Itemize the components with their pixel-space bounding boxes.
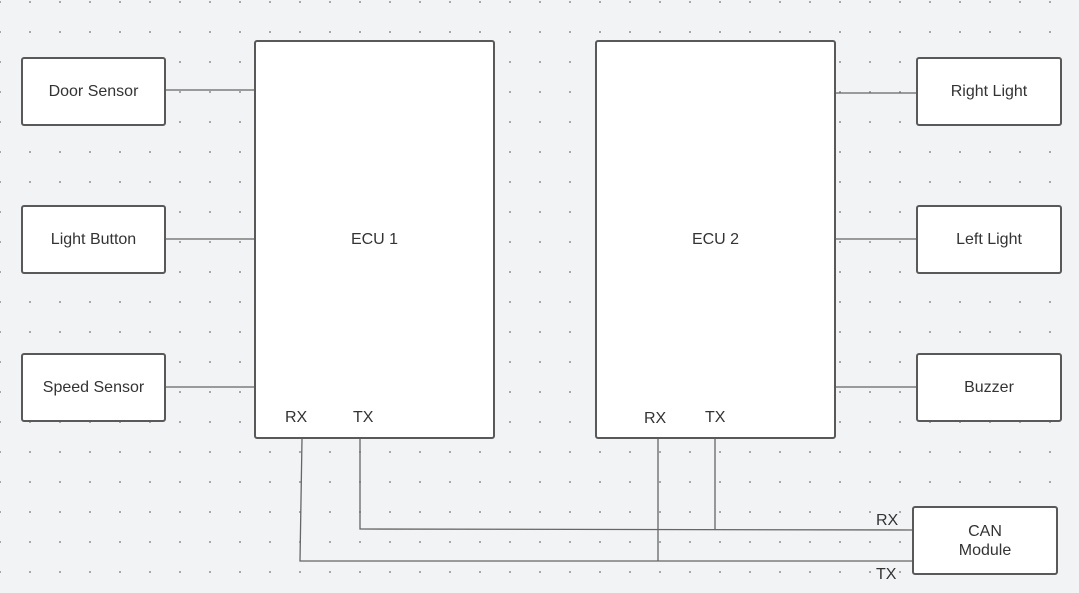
buzzer-box[interactable]: Buzzer xyxy=(916,353,1062,422)
ecu1-rx-label: RX xyxy=(285,409,308,426)
can-module-label: CAN Module xyxy=(958,522,1012,559)
can-module-box[interactable]: CAN Module xyxy=(912,506,1058,575)
buzzer-label: Buzzer xyxy=(964,379,1014,396)
speed-sensor-label: Speed Sensor xyxy=(42,379,145,396)
ecu2-title: ECU 2 xyxy=(691,231,740,248)
left-light-label: Left Light xyxy=(956,231,1022,248)
left-light-box[interactable]: Left Light xyxy=(916,205,1062,274)
right-light-label: Right Light xyxy=(950,83,1028,100)
ecu1-tx-label: TX xyxy=(353,409,374,426)
door-sensor-label: Door Sensor xyxy=(48,83,139,100)
ecu1-title: ECU 1 xyxy=(350,231,399,248)
wire-ecu1-rx-bus xyxy=(299,438,913,562)
light-button-label: Light Button xyxy=(50,231,137,248)
speed-sensor-box[interactable]: Speed Sensor xyxy=(21,353,166,422)
door-sensor-box[interactable]: Door Sensor xyxy=(21,57,166,126)
right-light-box[interactable]: Right Light xyxy=(916,57,1062,126)
light-button-box[interactable]: Light Button xyxy=(21,205,166,274)
ecu2-rx-label: RX xyxy=(644,410,667,427)
can-tx-label: TX xyxy=(876,566,897,583)
can-rx-label: RX xyxy=(876,512,899,529)
ecu2-tx-label: TX xyxy=(705,409,726,426)
ecu1-box[interactable]: ECU 1 xyxy=(254,40,495,439)
wire-ecu1-tx-bus xyxy=(359,439,914,531)
ecu2-box[interactable]: ECU 2 xyxy=(595,40,836,439)
